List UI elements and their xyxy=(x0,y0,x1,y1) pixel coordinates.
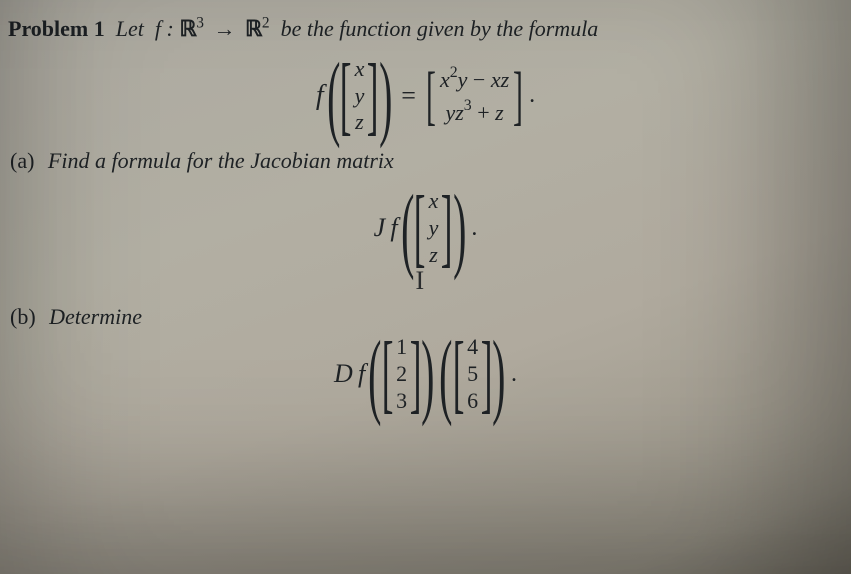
input-vector: x y z xyxy=(355,56,365,136)
vec-x: x xyxy=(355,56,365,83)
rhs-row1: x2y − xz xyxy=(440,63,509,96)
lead-in: Let xyxy=(116,16,144,41)
handwritten-I: I xyxy=(415,266,424,296)
lparen-icon: ( xyxy=(368,337,381,411)
codomain-power: 2 xyxy=(262,15,270,32)
part-a-label: (a) xyxy=(10,148,34,173)
lparen-icon: ( xyxy=(327,59,340,133)
problem-header: Problem 1 Let f : ℝ3 → ℝ2 be the functio… xyxy=(8,14,843,44)
rparen-icon: ) xyxy=(453,191,466,265)
rbracket-icon: ] xyxy=(367,62,379,131)
rparen-icon: ) xyxy=(493,337,506,411)
output-vector: x2y − xz yz3 + z xyxy=(440,63,509,129)
vec-x: x xyxy=(429,188,439,215)
domain-R: ℝ xyxy=(179,16,196,41)
w3: 6 xyxy=(467,388,478,415)
period: . xyxy=(529,82,535,109)
part-b-label: (b) xyxy=(10,304,36,329)
rbracket-icon: ] xyxy=(441,194,453,263)
part-a-text: Find a formula for the Jacobian matrix xyxy=(48,148,394,173)
f-operator: f xyxy=(316,80,324,112)
derivative-expression: D f ( [ 1 2 3 ] ) ( [ 4 5 6 ] ) . xyxy=(8,334,843,414)
point-vector: 1 2 3 xyxy=(396,334,407,414)
vec-y: y xyxy=(355,83,365,110)
J-operator: J f xyxy=(374,213,398,243)
part-a: (a) Find a formula for the Jacobian matr… xyxy=(8,146,843,176)
lbracket-icon: [ xyxy=(426,68,436,125)
rbracket-icon: ] xyxy=(410,340,422,409)
vec-y: y xyxy=(429,215,439,242)
rhs-row2: yz3 + z xyxy=(445,96,503,129)
rbracket-icon: ] xyxy=(481,340,493,409)
w1: 4 xyxy=(467,334,478,361)
w2: 5 xyxy=(467,361,478,388)
problem-label: Problem 1 xyxy=(8,16,105,41)
function-definition: f ( [ x y z ] ) = [ x2y − xz yz3 + z ] . xyxy=(8,56,843,136)
jacobian-vector: x y z xyxy=(429,188,439,268)
arrow-icon: → xyxy=(213,14,235,44)
equals-sign: = xyxy=(401,81,416,111)
domain-power: 3 xyxy=(196,15,204,32)
v1: 1 xyxy=(396,334,407,361)
v2: 2 xyxy=(396,361,407,388)
lparen-icon: ( xyxy=(439,337,452,411)
direction-vector: 4 5 6 xyxy=(467,334,478,414)
part-b-text: Determine xyxy=(49,304,142,329)
be-text: be the function given by the formula xyxy=(281,16,599,41)
period: . xyxy=(471,215,477,242)
v3: 3 xyxy=(396,388,407,415)
f-symbol: f : xyxy=(155,16,174,41)
vec-z: z xyxy=(355,109,364,136)
lbracket-icon: [ xyxy=(453,340,465,409)
lbracket-icon: [ xyxy=(340,62,352,131)
codomain-R: ℝ xyxy=(245,16,262,41)
lbracket-icon: [ xyxy=(382,340,394,409)
vec-z: z xyxy=(429,242,438,269)
period: . xyxy=(511,361,517,388)
D-operator: D f xyxy=(334,359,365,389)
rbracket-icon: ] xyxy=(513,68,523,125)
rparen-icon: ) xyxy=(422,337,435,411)
jacobian-expression: J f ( [ x y z ] ) . I xyxy=(8,188,843,268)
lbracket-icon: [ xyxy=(414,194,426,263)
lparen-icon: ( xyxy=(401,191,414,265)
rparen-icon: ) xyxy=(379,59,392,133)
